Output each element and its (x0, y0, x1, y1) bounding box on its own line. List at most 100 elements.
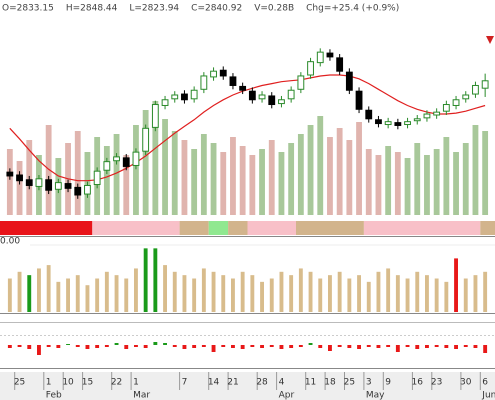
volume-bar (249, 155, 256, 215)
x-tick-label: 25 (344, 378, 355, 388)
header-item: L=2823.94 (129, 4, 179, 14)
candle-body (210, 70, 217, 78)
oscillator-bar (347, 345, 352, 348)
candle-body (452, 99, 460, 106)
volume-bar (375, 155, 382, 215)
oscillator-bar (386, 345, 391, 347)
candle-body (171, 94, 179, 100)
x-tick-label: 7 (182, 378, 188, 388)
y-tick-label: 0.00 (0, 237, 20, 247)
candle-body (481, 80, 489, 89)
regime-strip (179, 221, 209, 235)
candle-body (307, 61, 314, 76)
candle-body (355, 90, 363, 110)
candle-body (190, 89, 198, 100)
indicator-bar (163, 265, 167, 312)
volume-bar (191, 149, 198, 215)
candle-body (16, 174, 23, 182)
indicator-bar (318, 278, 323, 312)
oscillator-bar (366, 345, 371, 347)
indicator-bar (395, 275, 400, 312)
regime-strip (228, 221, 248, 235)
moving-average (9, 74, 486, 182)
candle-body (229, 76, 237, 86)
volume-bar (6, 149, 13, 215)
indicator-bar (454, 258, 458, 312)
x-tick-label: 21 (227, 378, 238, 388)
oscillator-bar (201, 345, 206, 347)
regime-strip (363, 221, 481, 235)
volume-bar (181, 140, 188, 215)
oscillator-bar (104, 345, 109, 347)
x-tick-label: 18 (324, 378, 336, 388)
x-tick-label: 30 (460, 378, 472, 388)
volume-bar (171, 131, 178, 215)
volume-bar (472, 125, 479, 215)
oscillator-bar (143, 345, 148, 348)
oscillator-bar (211, 345, 216, 352)
candle-body (472, 84, 479, 95)
indicator-bar (298, 268, 303, 312)
indicator-bar (415, 271, 420, 312)
indicator-bar (7, 278, 12, 312)
oscillator-bar (473, 345, 478, 348)
oscillator-bar (337, 345, 342, 347)
volume-bar (113, 134, 120, 215)
candle-body (54, 182, 62, 190)
candle-body (151, 104, 159, 128)
candle-body (336, 57, 344, 72)
indicator-bar (201, 268, 206, 312)
candle-body (248, 90, 256, 101)
candle-body (268, 95, 276, 106)
oscillator-bar (182, 345, 187, 349)
x-tick-label: 1 (133, 378, 139, 388)
volume-bar (200, 134, 207, 215)
candle-body (384, 121, 392, 126)
indicator-bar (231, 278, 235, 312)
indicator-bar (75, 275, 80, 312)
candle-body (365, 109, 373, 120)
regime-strip (208, 221, 229, 235)
month-label: Feb (46, 391, 62, 400)
oscillator-bar (114, 343, 119, 345)
candle-body (103, 161, 111, 171)
header-item: V=0.28B (254, 4, 294, 14)
indicator-bar (405, 278, 410, 312)
volume-bar (453, 152, 459, 215)
candle-body (326, 52, 334, 58)
oscillator-bar (328, 345, 332, 351)
candle-body (64, 183, 72, 189)
oscillator-bar (269, 345, 274, 347)
indicator-bar (114, 275, 119, 312)
x-tick-label: 1 (46, 378, 52, 388)
volume-bar (356, 122, 362, 215)
indicator-bar (143, 248, 148, 312)
indicator-bar (425, 275, 429, 312)
volume-bar (482, 131, 489, 215)
oscillator-bar (250, 345, 255, 347)
indicator-bar (269, 278, 274, 312)
candle-body (6, 171, 14, 177)
candle-body (239, 85, 247, 91)
indicator-bar (279, 271, 284, 312)
volume-bar (152, 101, 159, 215)
oscillator-bar (66, 344, 70, 345)
regime-strip (0, 221, 93, 235)
candle-body (122, 157, 130, 167)
candle-body (35, 178, 43, 187)
oscillator-bar (221, 345, 226, 347)
x-tick-label: 28 (256, 378, 268, 388)
indicator-bar (17, 271, 22, 312)
x-tick-label: 11 (305, 378, 316, 388)
indicator-bar (328, 275, 332, 312)
volume-bar (16, 161, 23, 215)
oscillator-bar (260, 345, 264, 348)
indicator-bar (483, 271, 488, 312)
x-tick-label: 4 (279, 378, 285, 388)
volume-bar (317, 116, 324, 215)
oscillator-bar (434, 345, 439, 347)
indicator-bar (366, 281, 371, 312)
volume-bar (133, 125, 139, 215)
indicator-bar (56, 281, 61, 312)
candle-body (258, 94, 266, 100)
